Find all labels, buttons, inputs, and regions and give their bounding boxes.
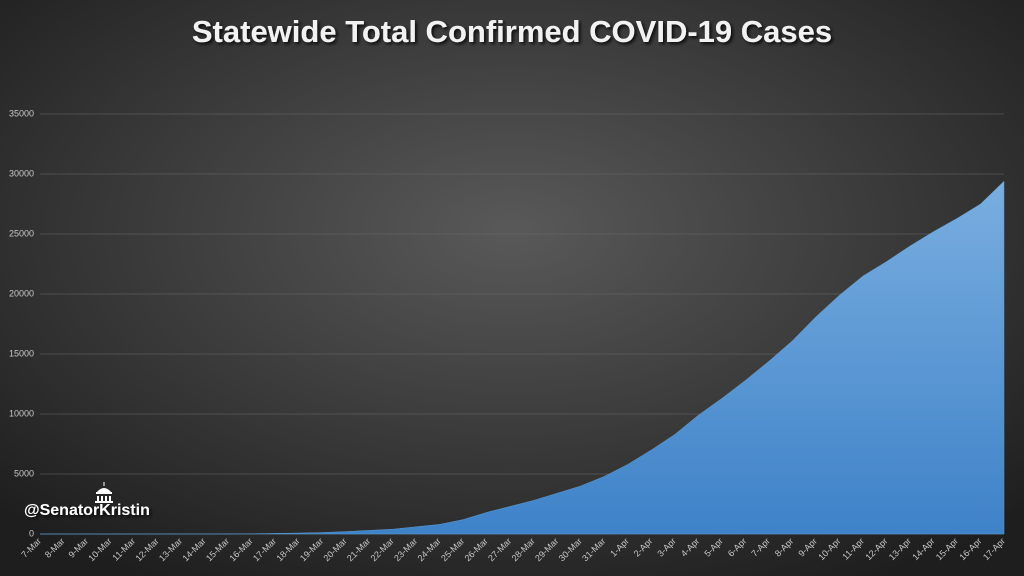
- area: [40, 180, 1005, 535]
- y-tick-label: 10000: [9, 408, 34, 418]
- y-tick-label: 0: [29, 528, 34, 538]
- capitol-icon: [95, 482, 113, 503]
- y-tick-label: 5000: [14, 468, 34, 478]
- y-tick-label: 15000: [9, 348, 34, 358]
- y-tick-label: 30000: [9, 168, 34, 178]
- y-tick-label: 25000: [9, 228, 34, 238]
- y-tick-label: 20000: [9, 288, 34, 298]
- chart-title: Statewide Total Confirmed COVID-19 Cases: [192, 14, 832, 49]
- y-tick-label: 35000: [9, 108, 34, 118]
- watermark: @SenatorKristin: [24, 502, 150, 519]
